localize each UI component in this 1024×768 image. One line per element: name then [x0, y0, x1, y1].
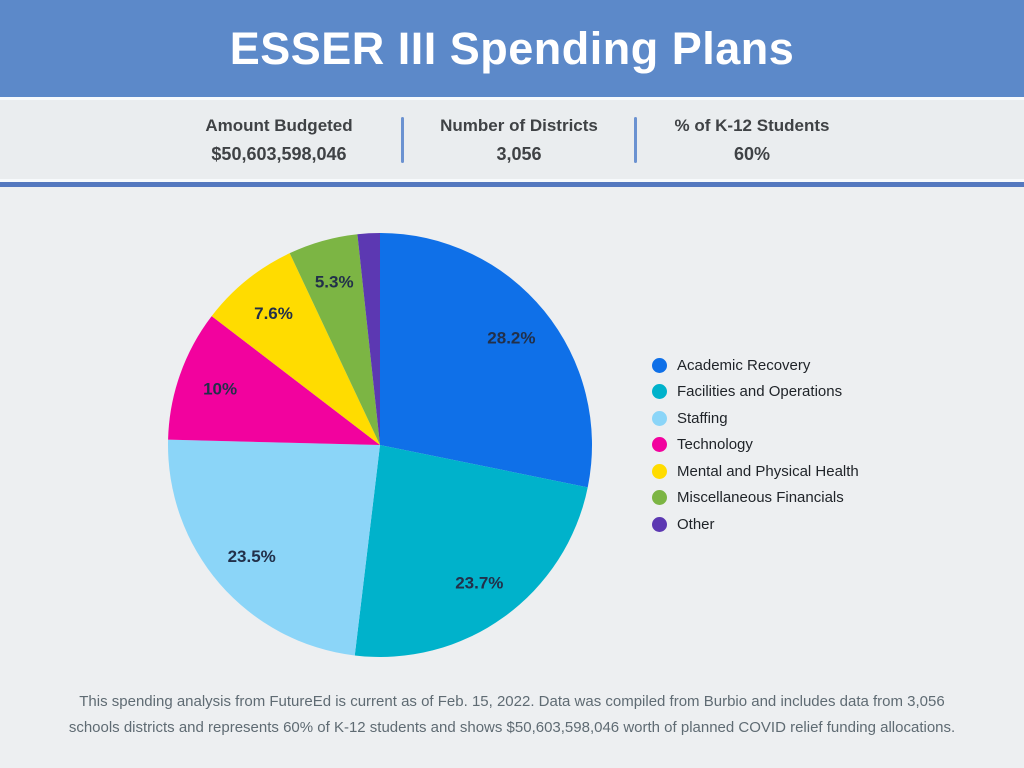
stat-amount-budgeted: Amount Budgeted $50,603,598,046: [157, 112, 401, 168]
stats-gap-strip: [0, 179, 1024, 182]
pie-slice-academic-recovery: [380, 233, 593, 488]
pie-label-miscellaneous-financials: 5.3%: [315, 273, 354, 292]
legend-item-miscellaneous-financials: Miscellaneous Financials: [652, 485, 859, 512]
chart-area: 28.2% 23.7% 23.5% 10% 7.6% 5.3% Academic Reco…: [0, 187, 1024, 768]
page-title: ESSER III Spending Plans: [229, 22, 795, 74]
stat-separator: [401, 116, 404, 163]
legend-label: Other: [677, 515, 715, 533]
legend-item-mental-and-physical-health: Mental and Physical Health: [652, 458, 859, 485]
legend-label: Mental and Physical Health: [677, 462, 859, 480]
pie-chart: 28.2% 23.7% 23.5% 10% 7.6% 5.3%: [168, 233, 593, 657]
stat-label: Amount Budgeted: [205, 115, 353, 135]
pie-slice-other: [357, 233, 380, 445]
legend-swatch-icon: [652, 490, 667, 506]
legend-label: Staffing: [677, 409, 728, 427]
legend-item-facilities-and-operations: Facilities and Operations: [652, 379, 859, 406]
pie-label-academic-recovery: 28.2%: [487, 329, 535, 348]
legend-swatch-icon: [652, 516, 667, 532]
stat-k12-students: % of K-12 Students 60%: [637, 112, 867, 168]
footer-line-1: This spending analysis from FutureEd is …: [79, 693, 945, 710]
legend-label: Facilities and Operations: [677, 383, 843, 401]
stat-value: 60%: [733, 143, 771, 164]
legend-label: Miscellaneous Financials: [677, 489, 844, 507]
legend-label: Technology: [677, 436, 753, 454]
pie-label-staffing: 23.5%: [228, 547, 276, 566]
legend-swatch-icon: [652, 463, 667, 479]
legend-swatch-icon: [652, 357, 667, 373]
stat-separator: [634, 116, 637, 163]
chart-legend: Academic Recovery Facilities and Operatio…: [652, 352, 859, 538]
pie-chart-container: 28.2% 23.7% 23.5% 10% 7.6% 5.3%: [150, 215, 610, 675]
legend-swatch-icon: [652, 384, 667, 400]
pie-label-technology: 10%: [203, 380, 237, 399]
legend-item-other: Other: [652, 511, 859, 538]
pie-slice-facilities-and-operations: [354, 445, 588, 657]
legend-item-academic-recovery: Academic Recovery: [652, 352, 859, 379]
legend-label: Academic Recovery: [677, 356, 811, 374]
header-band: ESSER III Spending Plans: [0, 0, 1024, 97]
pie-slice-miscellaneous-financials: [289, 234, 380, 445]
pie-slice-technology: [168, 316, 380, 445]
divider-line: [0, 182, 1024, 187]
stat-number-of-districts: Number of Districts 3,056: [404, 112, 634, 168]
stat-label: % of K-12 Students: [674, 115, 830, 135]
stat-label: Number of Districts: [440, 115, 598, 135]
header-gap-strip: [0, 97, 1024, 100]
footer-note: This spending analysis from FutureEd is …: [0, 689, 1024, 741]
pie-label-facilities-and-operations: 23.7%: [455, 574, 503, 593]
legend-swatch-icon: [652, 410, 667, 426]
pie-slice-staffing: [168, 439, 380, 656]
legend-item-technology: Technology: [652, 432, 859, 459]
legend-swatch-icon: [652, 437, 667, 453]
stat-value: $50,603,598,046: [211, 143, 347, 164]
pie-slice-mental-and-physical-health: [211, 253, 380, 445]
stat-value: 3,056: [496, 143, 542, 164]
footer-line-2: schools districts and represents 60% of …: [68, 719, 956, 736]
legend-item-staffing: Staffing: [652, 405, 859, 432]
stats-row: Amount Budgeted $50,603,598,046 Number o…: [0, 100, 1024, 179]
pie-label-mental-and-physical-health: 7.6%: [254, 304, 293, 323]
